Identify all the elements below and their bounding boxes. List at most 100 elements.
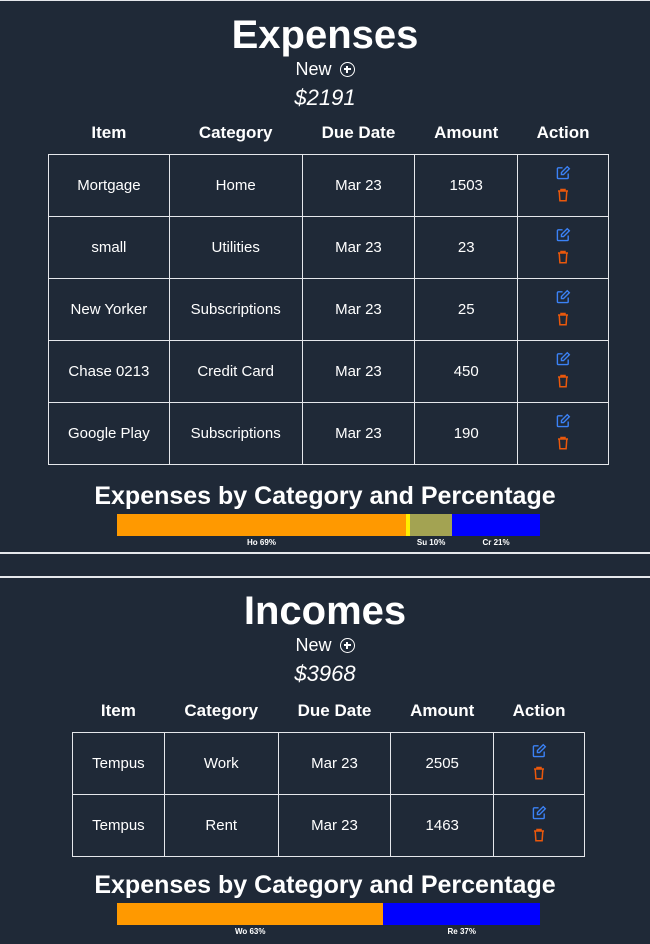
cell-action <box>493 732 585 795</box>
incomes-section: Incomes New $3968 <box>0 589 650 689</box>
column-header: Category <box>184 701 259 720</box>
cell-due: Mar 23 <box>301 340 416 403</box>
cell-due: Mar 23 <box>301 154 416 217</box>
cell-category: Rent <box>163 794 279 857</box>
table-row: Mortgage Home Mar 23 1503 <box>48 154 609 217</box>
column-header: Item <box>100 701 136 720</box>
cell-item: Tempus <box>72 732 165 795</box>
edit-icon[interactable] <box>556 227 571 246</box>
incomes-table: Item Category Due Date Amount Action Tempus W… <box>72 690 585 857</box>
column-header: Item <box>91 123 127 142</box>
cell-category: Home <box>168 154 303 217</box>
cell-amount: 2505 <box>390 732 495 795</box>
bar-segment-label: Wo 63% <box>234 927 266 936</box>
cell-action <box>517 402 609 465</box>
incomes-new-button[interactable]: New <box>0 633 650 657</box>
cell-item: Google Play <box>48 402 170 465</box>
column-header: Due Date <box>297 701 372 720</box>
section-divider-1 <box>0 552 650 554</box>
column-header: Action <box>536 123 590 142</box>
incomes-total: $3968 <box>294 661 356 686</box>
expenses-category-bar <box>117 514 540 536</box>
cell-category: Utilities <box>168 216 303 279</box>
expenses-table: Item Category Due Date Amount Action Mortgag… <box>48 112 609 465</box>
cell-amount: 1463 <box>390 794 495 857</box>
trash-icon[interactable] <box>557 312 569 330</box>
column-header: Amount <box>434 123 499 142</box>
cell-item: Chase 0213 <box>48 340 170 403</box>
cell-item: New Yorker <box>48 278 170 341</box>
column-header: Category <box>198 123 273 142</box>
top-divider <box>0 0 650 1</box>
cell-item: small <box>48 216 170 279</box>
edit-icon[interactable] <box>556 165 571 184</box>
cell-due: Mar 23 <box>301 278 416 341</box>
expenses-new-button[interactable]: New <box>0 57 650 81</box>
bar-segment-label: Su 10% <box>416 538 446 547</box>
cell-category: Subscriptions <box>168 402 303 465</box>
cell-action <box>517 154 609 217</box>
table-row: Tempus Rent Mar 23 1463 <box>72 794 585 857</box>
expenses-title: Expenses <box>231 13 419 57</box>
trash-icon[interactable] <box>533 828 545 846</box>
expenses-chart-title: Expenses by Category and Percentage <box>94 482 556 510</box>
cell-due: Mar 23 <box>277 732 392 795</box>
bar-segment <box>452 514 540 536</box>
bar-segment <box>383 903 540 925</box>
expenses-total: $2191 <box>294 85 356 110</box>
column-header: Due Date <box>321 123 396 142</box>
edit-icon[interactable] <box>556 289 571 308</box>
column-header: Amount <box>410 701 475 720</box>
trash-icon[interactable] <box>557 436 569 454</box>
incomes-category-bar <box>117 903 540 925</box>
cell-due: Mar 23 <box>301 402 416 465</box>
trash-icon[interactable] <box>557 188 569 206</box>
table-row: Google Play Subscriptions Mar 23 190 <box>48 402 609 465</box>
cell-category: Credit Card <box>168 340 303 403</box>
section-divider-2 <box>0 576 650 578</box>
expenses-section: Expenses New $2191 <box>0 0 650 113</box>
cell-amount: 25 <box>414 278 519 341</box>
trash-icon[interactable] <box>557 374 569 392</box>
cell-due: Mar 23 <box>301 216 416 279</box>
trash-icon[interactable] <box>557 250 569 268</box>
bar-segment <box>117 514 406 536</box>
bar-segment-label: Cr 21% <box>482 538 510 547</box>
bar-segment-label: Re 37% <box>447 927 476 936</box>
edit-icon[interactable] <box>556 351 571 370</box>
cell-amount: 1503 <box>414 154 519 217</box>
table-row: Tempus Work Mar 23 2505 <box>72 732 585 795</box>
cell-category: Work <box>163 732 279 795</box>
bar-segment <box>405 514 411 536</box>
cell-due: Mar 23 <box>277 794 392 857</box>
cell-item: Tempus <box>72 794 165 857</box>
expenses-header-row: Item Category Due Date Amount Action <box>49 112 609 155</box>
cell-action <box>517 216 609 279</box>
cell-action <box>517 278 609 341</box>
cell-action <box>517 340 609 403</box>
incomes-chart-title: Expenses by Category and Percentage <box>94 871 556 899</box>
edit-icon[interactable] <box>532 743 547 762</box>
plus-circle-icon <box>339 637 355 653</box>
column-header: Action <box>512 701 566 720</box>
bar-segment <box>117 903 384 925</box>
trash-icon[interactable] <box>533 766 545 784</box>
incomes-new-label: New <box>295 634 332 655</box>
edit-icon[interactable] <box>556 413 571 432</box>
cell-amount: 450 <box>414 340 519 403</box>
incomes-title: Incomes <box>243 589 407 633</box>
cell-amount: 190 <box>414 402 519 465</box>
cell-action <box>493 794 585 857</box>
table-row: New Yorker Subscriptions Mar 23 25 <box>48 278 609 341</box>
cell-category: Subscriptions <box>168 278 303 341</box>
bar-segment <box>410 514 453 536</box>
edit-icon[interactable] <box>532 805 547 824</box>
cell-amount: 23 <box>414 216 519 279</box>
cell-item: Mortgage <box>48 154 170 217</box>
expenses-new-label: New <box>295 58 332 79</box>
table-row: small Utilities Mar 23 23 <box>48 216 609 279</box>
bar-segment-label: Ho 69% <box>247 538 276 547</box>
table-row: Chase 0213 Credit Card Mar 23 450 <box>48 340 609 403</box>
plus-circle-icon <box>339 61 355 77</box>
incomes-header-row: Item Category Due Date Amount Action <box>73 690 585 733</box>
